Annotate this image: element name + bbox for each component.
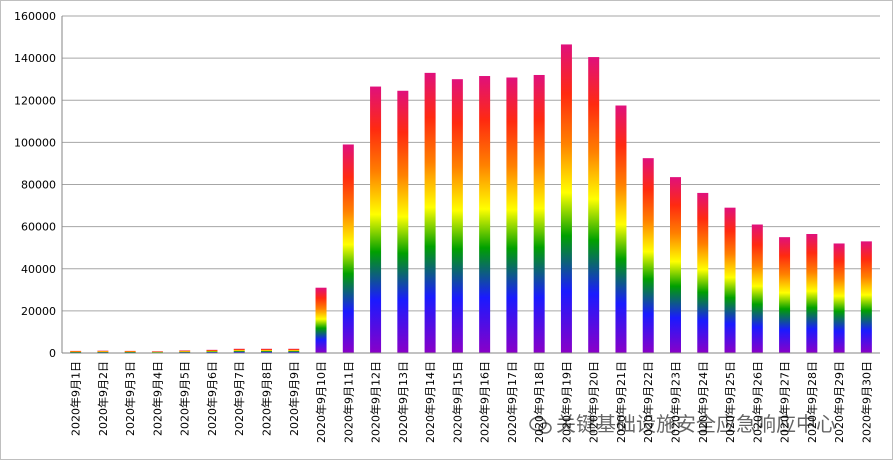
bar <box>615 105 627 353</box>
bar <box>533 74 545 353</box>
watermark: 关键基础设施安全应急响应中心 <box>529 412 836 436</box>
x-tick-label: 2020年9月13日 <box>396 361 410 443</box>
bar <box>179 350 191 353</box>
x-tick-label: 2020年9月25日 <box>723 361 737 443</box>
y-tick-label: 20000 <box>21 305 56 318</box>
y-tick-label: 60000 <box>21 221 56 234</box>
bar <box>97 350 109 353</box>
bar <box>206 349 218 353</box>
bar <box>124 350 136 353</box>
x-tick-label: 2020年9月29日 <box>832 361 846 443</box>
y-tick-label: 120000 <box>14 94 56 107</box>
y-tick-label: 40000 <box>21 263 56 276</box>
bar <box>724 207 736 353</box>
wechat-icon <box>529 416 552 434</box>
bar <box>506 77 518 353</box>
y-tick-label: 80000 <box>21 179 56 192</box>
bar <box>833 243 845 353</box>
x-axis-tick-labels: 2020年9月1日 2020年9月2日 2020年9月3日 2020年9月4日 2020… <box>69 361 874 443</box>
x-tick-label: 2020年9月5日 <box>178 361 192 436</box>
x-tick-label: 2020年9月19日 <box>559 361 573 443</box>
y-tick-label: 140000 <box>14 52 56 65</box>
bar <box>261 348 272 353</box>
x-tick-label: 2020年9月28日 <box>805 361 819 443</box>
x-tick-label: 2020年9月18日 <box>532 361 546 443</box>
bar <box>70 350 82 353</box>
x-tick-label: 2020年9月4日 <box>150 361 164 436</box>
x-tick-label: 2020年9月14日 <box>423 361 437 443</box>
x-tick-label: 2020年9月17日 <box>505 361 519 443</box>
bar <box>424 72 436 354</box>
bar <box>233 348 245 353</box>
y-tick-label: 100000 <box>14 136 56 149</box>
bar <box>751 224 763 353</box>
x-tick-label: 2020年9月10日 <box>314 361 328 443</box>
y-tick-label: 160000 <box>14 10 56 23</box>
x-tick-label: 2020年9月23日 <box>669 361 683 443</box>
x-tick-label: 2020年9月27日 <box>778 361 792 443</box>
x-tick-label: 2020年9月15日 <box>450 361 464 443</box>
x-tick-label: 2020年9月7日 <box>232 361 246 436</box>
x-tick-label: 2020年9月8日 <box>260 361 274 436</box>
bar <box>670 177 681 353</box>
bar <box>806 233 818 353</box>
x-tick-label: 2020年9月9日 <box>287 361 301 436</box>
bar <box>697 192 709 353</box>
bars <box>70 44 872 354</box>
x-tick-label: 2020年9月16日 <box>478 361 492 443</box>
x-tick-label: 2020年9月3日 <box>123 361 137 436</box>
x-tick-label: 2020年9月30日 <box>859 361 873 443</box>
bar <box>860 241 872 353</box>
y-axis-tick-labels: 0 20000 40000 60000 80000 100000 120000 140000 1… <box>14 10 56 360</box>
x-tick-label: 2020年9月6日 <box>205 361 219 436</box>
x-tick-label: 2020年9月26日 <box>750 361 764 443</box>
x-tick-label: 2020年9月11日 <box>341 361 355 443</box>
bar <box>370 86 382 353</box>
bar <box>288 348 300 353</box>
bar <box>560 44 572 353</box>
x-tick-label: 2020年9月22日 <box>641 361 655 443</box>
gridlines <box>62 15 880 312</box>
x-tick-label: 2020年9月2日 <box>96 361 110 436</box>
x-tick-label: 2020年9月20日 <box>587 361 601 443</box>
bar <box>779 237 791 353</box>
x-tick-label: 2020年9月21日 <box>614 361 628 443</box>
bar <box>588 57 600 354</box>
bar <box>451 79 463 353</box>
bar <box>397 90 409 353</box>
watermark-text: 关键基础设施安全应急响应中心 <box>556 412 836 436</box>
bar <box>479 76 491 353</box>
bar <box>315 287 327 353</box>
bar <box>642 158 654 353</box>
x-tick-label: 2020年9月24日 <box>696 361 710 443</box>
x-tick-label: 2020年9月1日 <box>69 361 83 436</box>
y-tick-label: 0 <box>49 347 56 360</box>
x-tick-label: 2020年9月12日 <box>369 361 383 443</box>
bar <box>151 351 163 353</box>
bar <box>342 144 354 353</box>
